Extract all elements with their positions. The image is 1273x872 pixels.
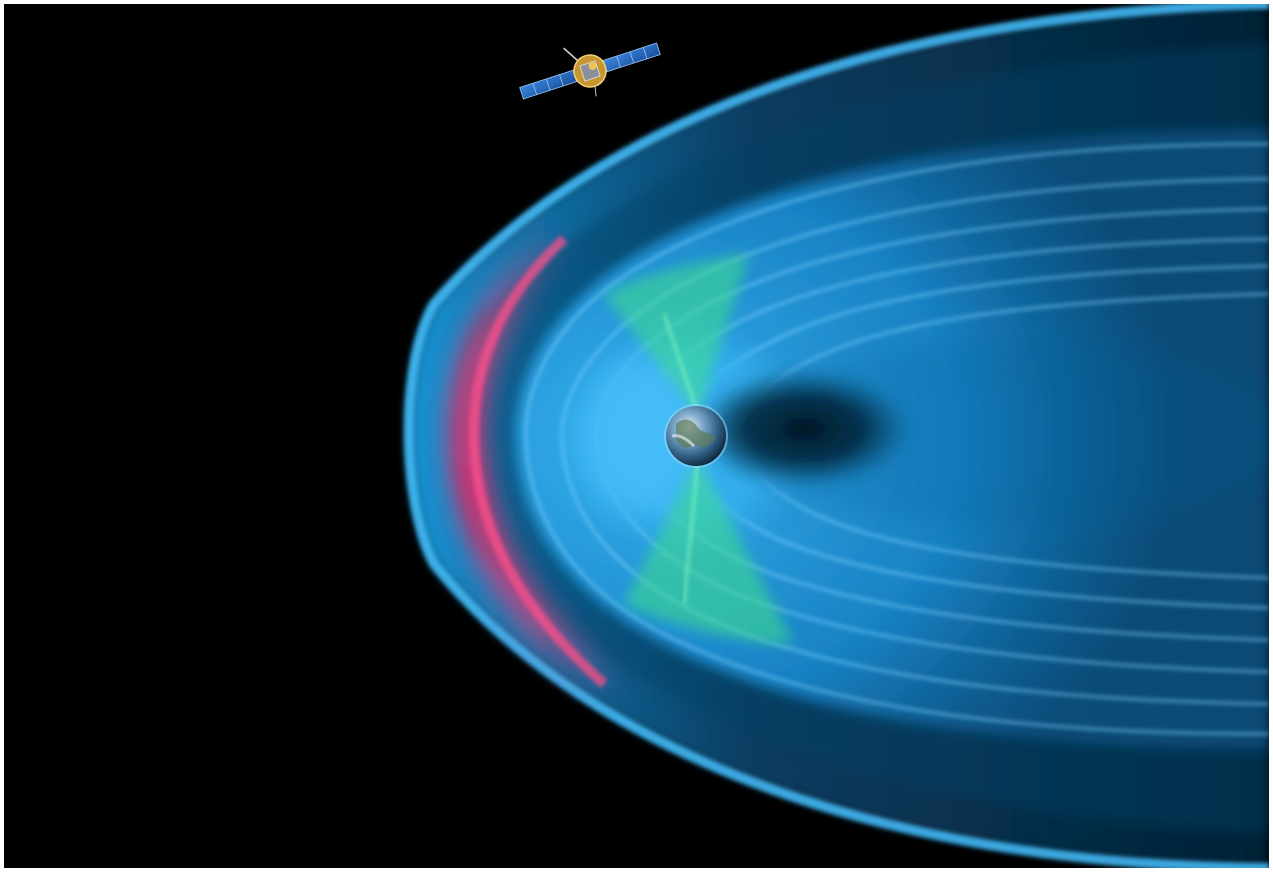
magnetotail <box>694 339 1269 529</box>
magnetosphere-illustration <box>403 4 1269 868</box>
bow-shock-glow <box>450 218 624 706</box>
spacecraft <box>519 42 661 100</box>
space-scene <box>4 4 1269 868</box>
polar-cusps <box>604 254 794 644</box>
earth <box>664 404 728 468</box>
